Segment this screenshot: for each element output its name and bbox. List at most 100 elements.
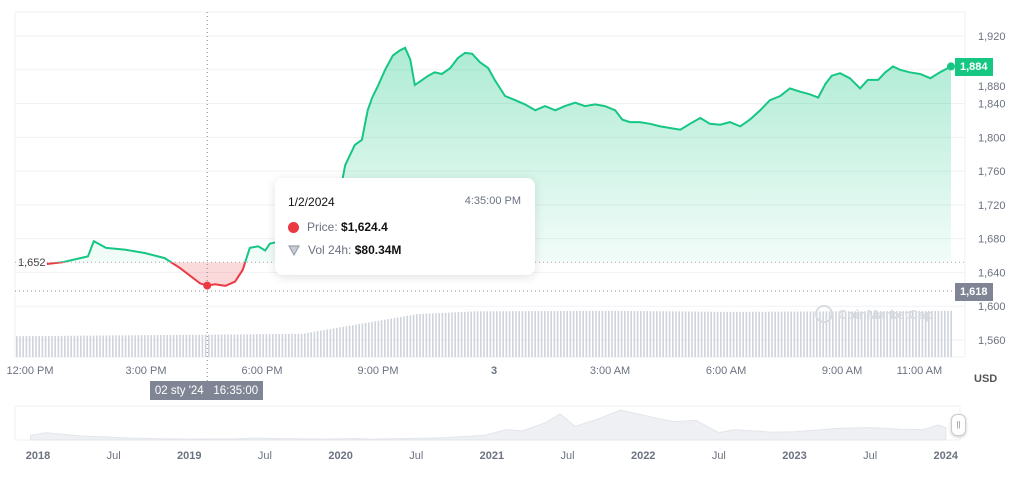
coinmarketcap-logo-icon: [815, 305, 833, 323]
chart-tooltip: 1/2/2024 4:35:00 PM Price: $1,624.4 Vol …: [275, 178, 535, 275]
y-tick-label: 1,560: [978, 335, 1006, 347]
volume-bar: [246, 334, 248, 357]
volume-bar: [332, 328, 335, 357]
volume-bar: [128, 335, 130, 357]
volume-bar: [902, 311, 904, 357]
volume-bar: [627, 310, 629, 357]
volume-bar: [393, 318, 396, 357]
x-tick-label: 6:00 PM: [242, 365, 283, 377]
volume-bar: [560, 311, 562, 357]
price-lines: [15, 12, 965, 381]
volume-bar: [153, 335, 156, 357]
volume-bar: [684, 311, 687, 357]
volume-bar: [380, 320, 383, 357]
volume-bar: [758, 311, 760, 357]
volume-bar: [275, 334, 277, 357]
volume-bar: [124, 335, 127, 357]
x-tick-label: 9:00 PM: [358, 365, 399, 377]
volume-bar: [643, 311, 645, 357]
volume-bar: [489, 311, 492, 357]
volume-bar: [422, 313, 424, 357]
volume-bar: [480, 311, 482, 357]
volume-bar: [323, 330, 325, 357]
hover-point: [203, 281, 212, 290]
volume-bar: [284, 334, 287, 357]
volume-bar: [163, 335, 165, 357]
volume-bar: [665, 311, 668, 357]
volume-bar: [832, 311, 834, 357]
volume-bar: [732, 311, 735, 357]
volume-bar: [352, 325, 354, 357]
volume-bar: [835, 311, 837, 357]
volume-bar: [211, 334, 213, 357]
volume-bar: [601, 310, 604, 357]
volume-bar: [464, 311, 466, 357]
navigator[interactable]: 2018 Jul 2019 Jul 2020 Jul 2021 Jul 2022 Jul 2023 J…: [14, 405, 961, 462]
volume-bar: [899, 311, 901, 357]
navigator-label: 2020: [328, 450, 352, 462]
volume-bar: [803, 311, 805, 357]
volume-bar: [588, 310, 591, 357]
volume-bar: [937, 310, 940, 357]
navigator-range-handle[interactable]: ||: [951, 414, 966, 436]
volume-bar: [249, 334, 252, 357]
volume-bar: [700, 311, 703, 357]
volume-bar: [620, 310, 623, 357]
volume-bar: [364, 322, 367, 357]
volume-bar: [540, 311, 543, 357]
volume-bar: [774, 311, 776, 357]
volume-bar: [131, 335, 133, 357]
volume-bar: [147, 335, 149, 357]
volume-bar: [76, 335, 79, 357]
volume-bar: [694, 311, 696, 357]
volume-bar: [368, 322, 370, 357]
volume-bar: [518, 311, 520, 357]
volume-bar: [400, 316, 402, 357]
volume-bar: [172, 334, 175, 357]
volume-bar: [28, 336, 31, 357]
volume-bar: [710, 311, 712, 357]
volume-bar: [915, 310, 917, 357]
volume-bar: [329, 328, 332, 357]
volume-bar: [617, 310, 620, 357]
volume-bar: [54, 335, 56, 357]
volume-bar: [844, 311, 847, 357]
volume-bar: [313, 331, 316, 357]
volume-bar: [243, 334, 245, 357]
volume-bar: [729, 311, 732, 357]
volume-bar: [592, 310, 594, 357]
volume-bar: [256, 334, 258, 357]
volume-bar: [608, 310, 610, 357]
x-tick-label: 12:00 PM: [6, 365, 53, 377]
volume-bar: [889, 311, 892, 357]
volume-bar: [403, 316, 405, 357]
volume-bar: [860, 311, 863, 357]
price-area-up: [46, 47, 951, 263]
volume-bar: [502, 311, 504, 357]
volume-bar: [950, 310, 952, 357]
volume-bar: [486, 311, 488, 357]
volume-bar: [67, 335, 69, 357]
volume-bar: [752, 311, 754, 357]
volume-bar: [371, 321, 373, 357]
volume-bar: [796, 311, 799, 357]
volume-bar: [544, 311, 546, 357]
volume-bar: [604, 310, 607, 357]
volume-bar: [492, 311, 495, 357]
volume-bar: [326, 329, 328, 357]
volume-bar: [944, 310, 946, 357]
volume-bar: [582, 310, 584, 357]
volume-bar: [281, 334, 284, 357]
volume-bar: [934, 310, 936, 357]
volume-bar: [659, 311, 661, 357]
x-tick-label: 9:00 AM: [822, 365, 862, 377]
volume-bar: [195, 334, 197, 357]
volume-bar: [521, 311, 524, 357]
volume-bar: [252, 334, 255, 357]
volume-bar: [908, 311, 911, 357]
volume-bar: [537, 311, 540, 357]
volume-bar: [633, 311, 636, 357]
volume-bar: [470, 311, 472, 357]
volume-bar: [704, 311, 706, 357]
